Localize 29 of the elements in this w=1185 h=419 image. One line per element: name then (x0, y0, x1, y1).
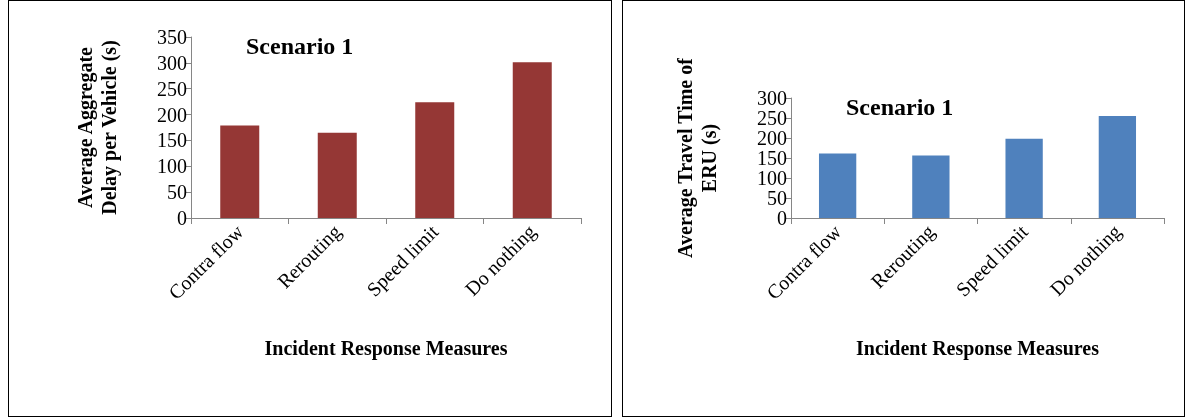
y-tick-label: 300 (757, 87, 787, 109)
bar (317, 132, 357, 218)
y-tick-label: 100 (157, 155, 187, 178)
bar (818, 153, 857, 218)
bar (1005, 138, 1043, 218)
y-tick-label: 200 (157, 103, 187, 126)
y-tick-label: 200 (757, 127, 787, 149)
y-axis-title: Average Travel Time of ERU (s) (674, 57, 721, 258)
bar (415, 102, 455, 218)
y-tick-label: 300 (157, 51, 187, 74)
y-tick-label: 350 (157, 26, 187, 48)
x-axis-title: Incident Response Measures (264, 337, 508, 360)
y-tick-label: 50 (167, 181, 187, 204)
y-tick-label: 250 (157, 77, 187, 100)
bar (220, 125, 260, 218)
bar (912, 155, 950, 218)
y-tick-label: 100 (757, 167, 787, 189)
y-tick-label: 150 (757, 147, 787, 169)
y-tick-label: 0 (177, 207, 187, 229)
y-tick-label: 250 (757, 107, 787, 129)
x-axis-title: Incident Response Measures (856, 337, 1100, 360)
bar (512, 62, 552, 218)
y-tick-label: 0 (777, 207, 787, 229)
y-axis-title: Average Aggregate Delay per Vehicle (s) (74, 40, 121, 215)
y-tick-label: 150 (157, 129, 187, 152)
chart-title: Scenario 1 (246, 33, 354, 59)
bar (1098, 116, 1137, 218)
chart-title: Scenario 1 (846, 94, 954, 120)
y-tick-label: 50 (767, 187, 787, 209)
